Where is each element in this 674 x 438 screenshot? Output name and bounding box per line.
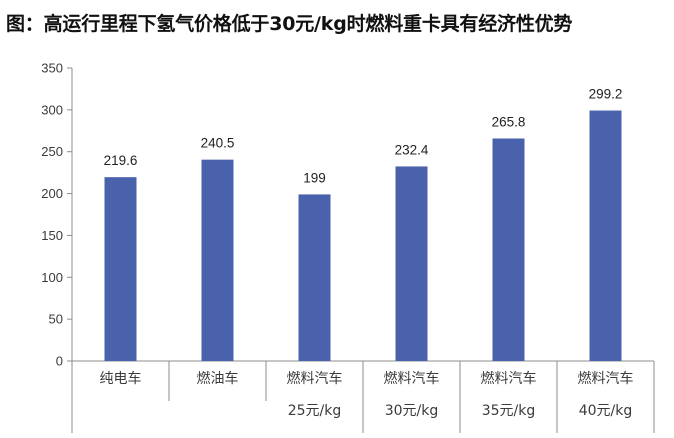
x-category-label: 燃料汽车 xyxy=(481,370,537,387)
y-tick-label: 50 xyxy=(49,312,63,327)
x-category-label: 燃油车 xyxy=(197,370,239,387)
bar-value-label: 199 xyxy=(303,170,326,185)
x-category-label: 40元/kg xyxy=(579,403,633,419)
chart-title: 图：高运行里程下氢气价格低于30元/kg时燃料重卡具有经济性优势 xyxy=(6,13,573,35)
chart-area: 0 50 100 150 200 250 300 350 219.6 纯电车 240.5 燃油车 199… xyxy=(0,44,674,434)
bar xyxy=(298,194,331,361)
y-tick-label: 300 xyxy=(41,102,63,117)
bar-value-label: 265.8 xyxy=(492,114,526,129)
x-category-label: 35元/kg xyxy=(482,403,536,419)
y-tick-label: 100 xyxy=(41,270,63,285)
x-category-label: 25元/kg xyxy=(288,403,342,419)
bar-value-label: 219.6 xyxy=(104,153,138,168)
x-category-label: 纯电车 xyxy=(100,370,142,387)
x-category-label: 燃料汽车 xyxy=(578,370,634,387)
bar xyxy=(395,166,428,361)
y-tick-label: 250 xyxy=(41,144,63,159)
bar-value-label: 299.2 xyxy=(589,87,623,102)
y-tick-label: 0 xyxy=(56,354,63,369)
y-tick-label: 200 xyxy=(41,186,63,201)
bar xyxy=(589,110,622,361)
bar xyxy=(104,177,137,361)
x-category-label: 30元/kg xyxy=(385,403,439,419)
bar xyxy=(492,138,525,361)
bar xyxy=(201,159,234,361)
bar-value-label: 240.5 xyxy=(201,136,235,151)
bar-value-label: 232.4 xyxy=(395,142,429,157)
bar-chart: 0 50 100 150 200 250 300 350 219.6 纯电车 240.5 燃油车 199… xyxy=(41,61,655,433)
y-tick-label: 350 xyxy=(41,61,63,76)
x-category-label: 燃料汽车 xyxy=(287,370,343,387)
y-tick-label: 150 xyxy=(41,228,63,243)
x-category-label: 燃料汽车 xyxy=(384,370,440,387)
